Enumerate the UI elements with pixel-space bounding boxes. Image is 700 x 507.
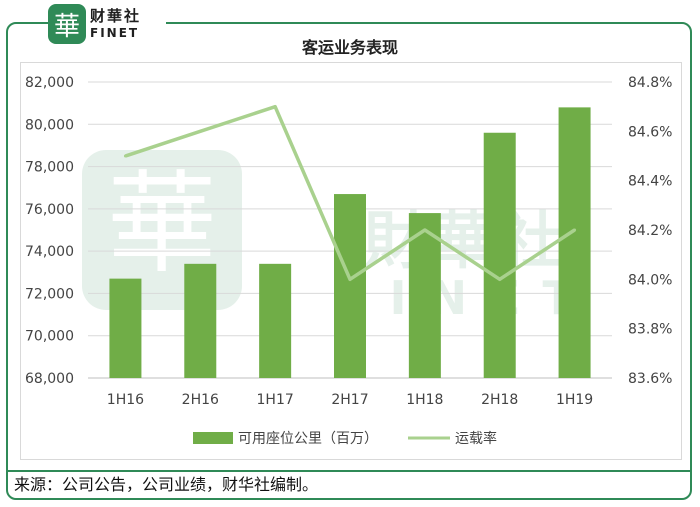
- x-tick-label: 2H16: [182, 392, 219, 408]
- bar: [259, 263, 292, 378]
- left-tick-label: 82,000: [25, 75, 74, 91]
- line-point: [123, 154, 127, 158]
- legend-line-label: 运载率: [455, 430, 497, 447]
- chart-title: 客运业务表现: [301, 38, 398, 57]
- bar: [558, 107, 591, 378]
- logo-text: 财華社 FINET: [90, 7, 142, 40]
- line-point: [573, 228, 577, 232]
- right-tick-label: 84.8%: [628, 75, 672, 91]
- watermark-en: FINET: [336, 271, 596, 325]
- bar: [408, 213, 441, 378]
- left-tick-label: 80,000: [25, 117, 74, 133]
- x-tick-label: 1H18: [406, 392, 443, 408]
- left-tick-label: 78,000: [25, 160, 74, 176]
- left-tick-label: 68,000: [25, 371, 74, 387]
- legend-bar-label: 可用座位公里（百万）: [238, 431, 378, 447]
- right-axis: 83.6% 83.8% 84.0% 84.2% 84.4% 84.6% 84.8%: [628, 75, 672, 387]
- legend-bar-swatch: [193, 432, 233, 444]
- bar: [184, 263, 217, 378]
- left-tick-label: 70,000: [25, 329, 74, 345]
- x-tick-label: 1H16: [107, 392, 144, 408]
- line-point: [273, 105, 277, 109]
- right-tick-label: 83.6%: [628, 371, 672, 387]
- outer-frame: [6, 22, 692, 500]
- x-tick-label: 2H18: [481, 392, 518, 408]
- logo-cn: 财華社: [90, 7, 142, 25]
- right-tick-label: 84.6%: [628, 124, 672, 140]
- right-tick-label: 83.8%: [628, 322, 672, 338]
- x-tick-label: 1H19: [556, 392, 593, 408]
- bar-series: [109, 107, 591, 378]
- right-tick-label: 84.2%: [628, 223, 672, 239]
- chart-panel: [20, 62, 682, 460]
- bar: [334, 194, 366, 378]
- left-tick-label: 76,000: [25, 202, 74, 218]
- line-point: [348, 277, 352, 281]
- line-series: [123, 104, 577, 282]
- right-tick-label: 84.4%: [628, 174, 672, 190]
- line-point: [498, 277, 502, 281]
- x-tick-label: 2H17: [331, 392, 368, 408]
- line-point: [423, 228, 427, 232]
- logo-en: FINET: [90, 26, 140, 40]
- legend: 可用座位公里（百万） 运载率: [193, 430, 497, 447]
- watermark-cn: 財華社: [364, 204, 568, 277]
- source-note: 来源：公司公告，公司业绩，财华社编制。: [8, 470, 692, 498]
- left-tick-label: 74,000: [25, 244, 74, 260]
- bar: [109, 278, 142, 378]
- left-axis: 68,000 70,000 72,000 74,000 76,000 78,000 80,0…: [25, 75, 74, 387]
- logo-mark: 華: [48, 4, 86, 44]
- x-axis: 1H16 2H16 1H17 2H17 1H18 2H18 1H19: [107, 392, 593, 408]
- logo: 華 财華社 FINET: [48, 2, 166, 46]
- bar: [483, 132, 516, 378]
- left-tick-label: 72,000: [25, 286, 74, 302]
- right-tick-label: 84.0%: [628, 272, 672, 288]
- line-point: [198, 129, 202, 133]
- x-tick-label: 1H17: [257, 392, 294, 408]
